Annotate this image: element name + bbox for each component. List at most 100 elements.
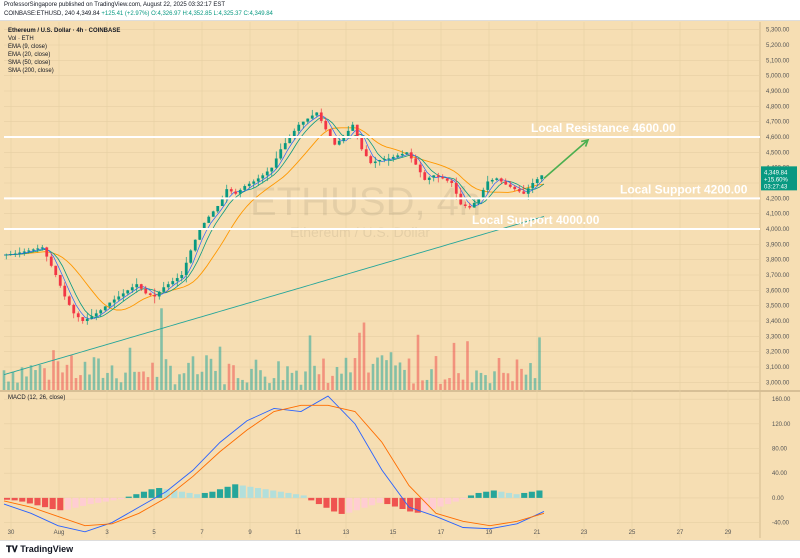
candle-body	[463, 204, 467, 206]
price-change: +125.41 (+2.97%)	[101, 11, 150, 17]
volume-bar	[106, 372, 109, 390]
volume-bar	[133, 371, 136, 390]
legend-sma200[interactable]: SMA (200, close)	[8, 68, 54, 74]
tradingview-logo[interactable]: 𝐓𝐕 TradingView	[6, 544, 73, 555]
candle-body	[337, 140, 341, 145]
candle-body	[540, 175, 544, 180]
volume-bar	[520, 368, 523, 390]
candle-body	[535, 179, 539, 183]
candle-body	[220, 197, 224, 206]
candle-body	[58, 275, 62, 286]
volume-bar	[326, 382, 330, 390]
volume-bar	[461, 379, 465, 390]
candle-body	[499, 178, 503, 182]
volume-bar	[412, 383, 415, 390]
candle-body	[414, 158, 418, 165]
projection-arrow-head	[580, 138, 590, 147]
candle-body	[333, 137, 337, 145]
legend-ema9[interactable]: EMA (9, close)	[8, 44, 48, 50]
volume-bar	[29, 365, 33, 390]
macd-histogram-bar	[224, 486, 231, 498]
candle-body	[387, 158, 391, 160]
candle-body	[400, 153, 404, 156]
volume-bar	[443, 379, 447, 390]
volume-bar	[110, 365, 114, 390]
volume-bar	[88, 374, 91, 390]
volume-bar	[304, 371, 307, 390]
volume-bar	[209, 358, 213, 390]
time-tick-label: 21	[534, 530, 541, 536]
candle-body	[436, 175, 440, 177]
volume-bar	[142, 371, 145, 390]
volume-bar	[245, 382, 249, 390]
macd-histogram-bar	[285, 492, 292, 498]
price-tick-label: 4,500.00	[766, 150, 790, 156]
candle-body	[18, 252, 22, 254]
macd-tick-label: 0.00	[772, 496, 784, 502]
volume-bar	[416, 334, 420, 390]
time-tick-label: 7	[200, 530, 204, 536]
macd-legend[interactable]: MACD (12, 26, close)	[8, 395, 66, 401]
volume-bar	[362, 322, 366, 390]
volume-bar	[308, 335, 312, 390]
price-tick-label: 3,100.00	[766, 365, 790, 371]
macd-histogram-bar	[110, 497, 117, 501]
volume-bar	[52, 350, 55, 390]
volume-bar	[25, 376, 28, 390]
candle-body	[157, 291, 161, 297]
watermark-name: Ethereum / U.S. Dollar	[290, 224, 430, 240]
candle-body	[180, 275, 184, 279]
candle-body	[198, 229, 202, 240]
candle-body	[369, 156, 373, 164]
volume-bar	[79, 375, 82, 390]
price-tick-label: 3,000.00	[766, 380, 790, 386]
macd-histogram-bar	[11, 497, 18, 501]
legend-volume[interactable]: Vol · ETH	[8, 36, 34, 42]
volume-bar	[137, 371, 141, 390]
macd-histogram-bar	[391, 497, 398, 507]
macd-histogram-bar	[171, 490, 178, 498]
volume-bar	[83, 361, 87, 390]
volume-bar	[227, 363, 231, 390]
volume-bar	[506, 373, 510, 390]
volume-bar	[254, 359, 258, 390]
volume-bar	[470, 382, 474, 390]
volume-bar	[214, 370, 217, 390]
candle-body	[432, 175, 436, 178]
volume-bar	[2, 370, 6, 390]
volume-bars	[2, 308, 541, 390]
volume-bar	[178, 374, 181, 390]
candle-body	[99, 310, 103, 314]
volume-bar	[434, 356, 438, 390]
level-annotation: Local Resistance 4600.00	[531, 121, 676, 135]
indicator-legend: Ethereum / U.S. Dollar · 4h · COINBASE V…	[8, 27, 120, 75]
macd-histogram-bar	[133, 494, 140, 498]
candle-body	[454, 183, 458, 194]
volume-bar	[421, 380, 424, 390]
volume-bar	[515, 359, 519, 390]
macd-histogram-bar	[475, 492, 482, 498]
candle-body	[328, 129, 332, 137]
legend-ema20[interactable]: EMA (20, close)	[8, 52, 51, 58]
macd-histogram-bar	[118, 497, 125, 500]
legend-title[interactable]: Ethereum / U.S. Dollar · 4h · COINBASE	[8, 28, 121, 34]
macd-histogram-bar	[437, 497, 444, 507]
candle-body	[36, 248, 40, 250]
volume-bar	[250, 368, 253, 390]
macd-histogram-bar	[293, 494, 300, 498]
volume-bar	[502, 372, 505, 390]
candle-body	[378, 160, 382, 162]
volume-bar	[7, 381, 10, 390]
macd-histogram-bar	[452, 497, 459, 502]
volume-bar	[268, 383, 271, 390]
time-tick-label: 15	[390, 530, 397, 536]
macd-tick-label: 40.00	[772, 471, 788, 477]
time-tick-label: 29	[725, 530, 732, 536]
macd-histogram-bar	[467, 495, 475, 498]
volume-bar	[295, 370, 298, 390]
volume-bar	[65, 364, 69, 390]
macd-histogram-bar	[216, 489, 224, 498]
legend-sma50[interactable]: SMA (50, close)	[8, 60, 51, 66]
candle-body	[427, 177, 431, 180]
